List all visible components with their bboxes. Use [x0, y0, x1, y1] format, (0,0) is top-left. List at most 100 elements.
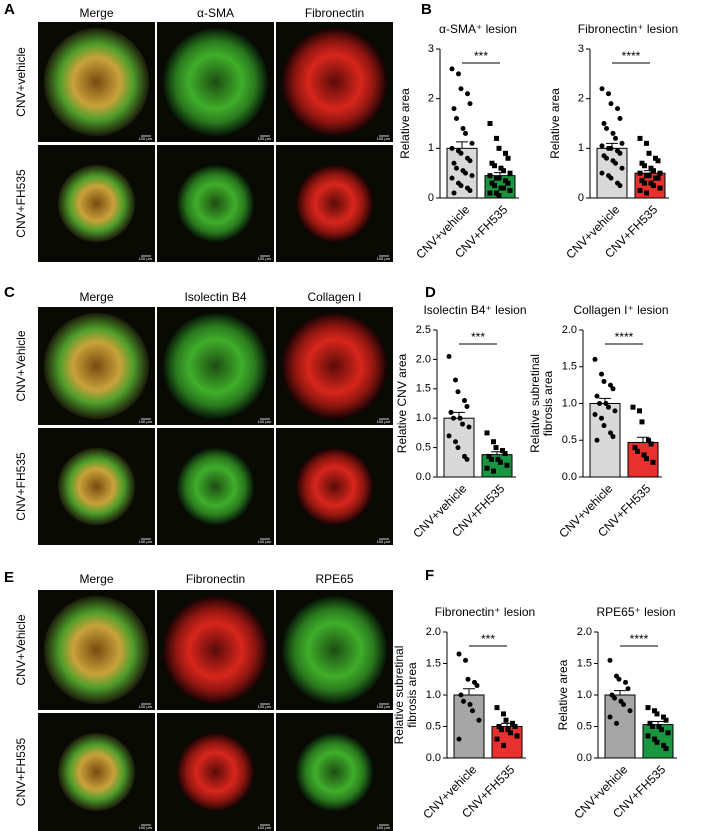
data-point — [614, 720, 619, 726]
data-point — [507, 188, 513, 194]
data-point — [449, 145, 455, 151]
data-point — [454, 116, 459, 122]
data-point — [659, 727, 664, 733]
data-point — [642, 180, 647, 186]
data-point — [512, 724, 518, 729]
data-point — [637, 408, 642, 414]
column-header: Merge — [79, 6, 113, 20]
data-point — [463, 657, 468, 663]
column-header: Merge — [79, 572, 113, 586]
column-header: Merge — [79, 290, 113, 304]
significance-label: *** — [471, 330, 485, 344]
data-point — [451, 106, 457, 112]
data-point — [484, 430, 490, 436]
row-label: CNV+FH535 — [14, 169, 28, 238]
data-point — [463, 130, 468, 136]
data-point — [453, 377, 458, 383]
data-point — [645, 733, 651, 739]
data-point — [594, 437, 600, 443]
data-point — [641, 452, 647, 458]
y-tick-label: 2.0 — [562, 324, 577, 336]
data-point — [484, 465, 490, 471]
data-point — [496, 724, 502, 729]
data-point — [650, 724, 655, 729]
data-point — [455, 445, 461, 451]
data-point — [503, 150, 508, 156]
data-point — [470, 708, 475, 714]
scale-bar-label: 100 μm — [377, 419, 391, 424]
y-tick-label: 3 — [578, 43, 584, 55]
data-point — [642, 163, 647, 169]
scale-bar-label: 100 μm — [377, 136, 391, 141]
data-point — [663, 746, 669, 752]
y-tick-label: 0.0 — [416, 471, 431, 483]
significance-label: **** — [615, 330, 634, 344]
micrograph — [295, 164, 374, 243]
micrograph — [162, 596, 269, 704]
scale-bar-label: 100 μm — [139, 704, 153, 709]
y-tick-label: 1.5 — [416, 383, 431, 395]
data-point — [652, 736, 657, 742]
data-point — [492, 163, 497, 169]
micrograph — [176, 733, 255, 811]
y-tick-label: 3 — [428, 43, 434, 55]
y-axis-label: Relative area — [398, 88, 412, 159]
y-axis-label: fibrosis area — [405, 662, 419, 728]
data-point — [612, 695, 617, 701]
data-point — [646, 173, 652, 179]
y-tick-label: 2.5 — [416, 324, 431, 336]
data-point — [606, 404, 611, 410]
row-label: CNV+FH535 — [14, 738, 28, 807]
data-point — [663, 717, 669, 723]
data-point — [601, 121, 607, 126]
scale-bar-label: 100 μm — [377, 704, 391, 709]
scale-bar-label: 100 μm — [258, 825, 272, 830]
data-point — [510, 720, 515, 726]
data-point — [604, 125, 609, 131]
scale-bar-label: 100 μm — [377, 539, 391, 544]
data-point — [601, 378, 607, 384]
column-header: α-SMA — [197, 6, 234, 20]
data-point — [637, 170, 643, 176]
data-point — [646, 150, 652, 156]
y-tick-label: 1 — [578, 142, 584, 154]
data-point — [508, 730, 513, 736]
data-point — [469, 173, 475, 179]
data-point — [465, 676, 471, 682]
data-point — [454, 165, 459, 171]
data-point — [665, 730, 671, 736]
data-point — [603, 401, 609, 406]
data-point — [648, 441, 654, 447]
data-point — [637, 188, 643, 194]
y-tick-label: 1.5 — [577, 657, 592, 669]
y-axis-label: fibrosis area — [541, 371, 555, 437]
data-point — [619, 140, 625, 146]
micrograph — [176, 447, 255, 526]
data-point — [650, 459, 656, 465]
data-point — [493, 445, 499, 451]
scale-bar-label: 100 μm — [377, 256, 391, 261]
data-point — [467, 101, 473, 107]
scale-bar-label: 100 μm — [139, 419, 153, 424]
row-label: CNV+vehicle — [14, 47, 28, 117]
data-point — [487, 173, 493, 179]
data-point — [599, 371, 604, 377]
significance-label: *** — [481, 632, 495, 646]
data-point — [487, 190, 493, 196]
scale-bar-label: 100 μm — [139, 256, 153, 261]
data-point — [505, 180, 511, 186]
data-point — [599, 86, 605, 92]
data-point — [455, 389, 461, 395]
data-point — [656, 724, 662, 729]
data-point — [610, 434, 616, 440]
y-tick-label: 2.0 — [416, 353, 431, 365]
data-point — [514, 733, 520, 739]
y-tick-label: 0.0 — [426, 752, 441, 764]
data-point — [610, 386, 616, 392]
data-point — [644, 140, 649, 146]
data-point — [464, 456, 470, 462]
data-point — [491, 439, 496, 445]
data-point — [599, 143, 605, 149]
data-point — [501, 185, 506, 191]
micrograph — [57, 447, 136, 526]
